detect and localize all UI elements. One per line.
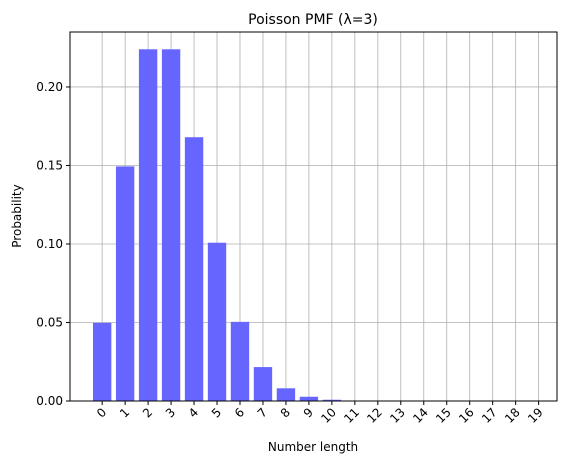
x-tick-label: 19 [525, 405, 546, 426]
x-axis-label: Number length [268, 440, 358, 454]
x-tick-label: 3 [163, 405, 178, 420]
x-tick-label: 18 [502, 405, 523, 426]
bar [208, 243, 226, 401]
chart-title: Poisson PMF (λ=3) [248, 12, 378, 28]
bar [231, 322, 249, 401]
x-tick-label: 17 [479, 405, 500, 426]
y-tick-label: 0.05 [36, 315, 63, 329]
x-tick-label: 6 [232, 405, 247, 420]
x-tick-label: 14 [410, 405, 431, 426]
y-tick-label: 0.00 [36, 394, 63, 408]
x-tick-label: 12 [364, 405, 385, 426]
bar [116, 166, 134, 401]
bar [185, 137, 203, 401]
x-tick-label: 4 [186, 405, 201, 420]
x-tick-label: 5 [209, 405, 224, 420]
y-axis-label: Probability [10, 184, 24, 247]
y-tick-label: 0.15 [36, 158, 63, 172]
y-tick-label: 0.10 [36, 237, 63, 251]
x-tick-label: 1 [117, 405, 132, 420]
bar [139, 49, 157, 401]
x-tick-label: 13 [387, 405, 408, 426]
bar [277, 388, 295, 401]
x-tick-label: 9 [301, 405, 316, 420]
bar [93, 323, 111, 401]
x-tick-label: 8 [278, 405, 293, 420]
bar [162, 49, 180, 401]
x-tick-label: 15 [433, 405, 454, 426]
x-tick-label: 11 [341, 405, 362, 426]
y-tick-label: 0.20 [36, 80, 63, 94]
x-tick-label: 2 [140, 405, 155, 420]
x-tick-label: 7 [255, 405, 270, 420]
x-tick-label: 0 [94, 405, 109, 420]
bar [254, 367, 272, 401]
x-tick-label: 16 [456, 405, 477, 426]
x-tick-label: 10 [318, 405, 339, 426]
bar [300, 397, 318, 401]
